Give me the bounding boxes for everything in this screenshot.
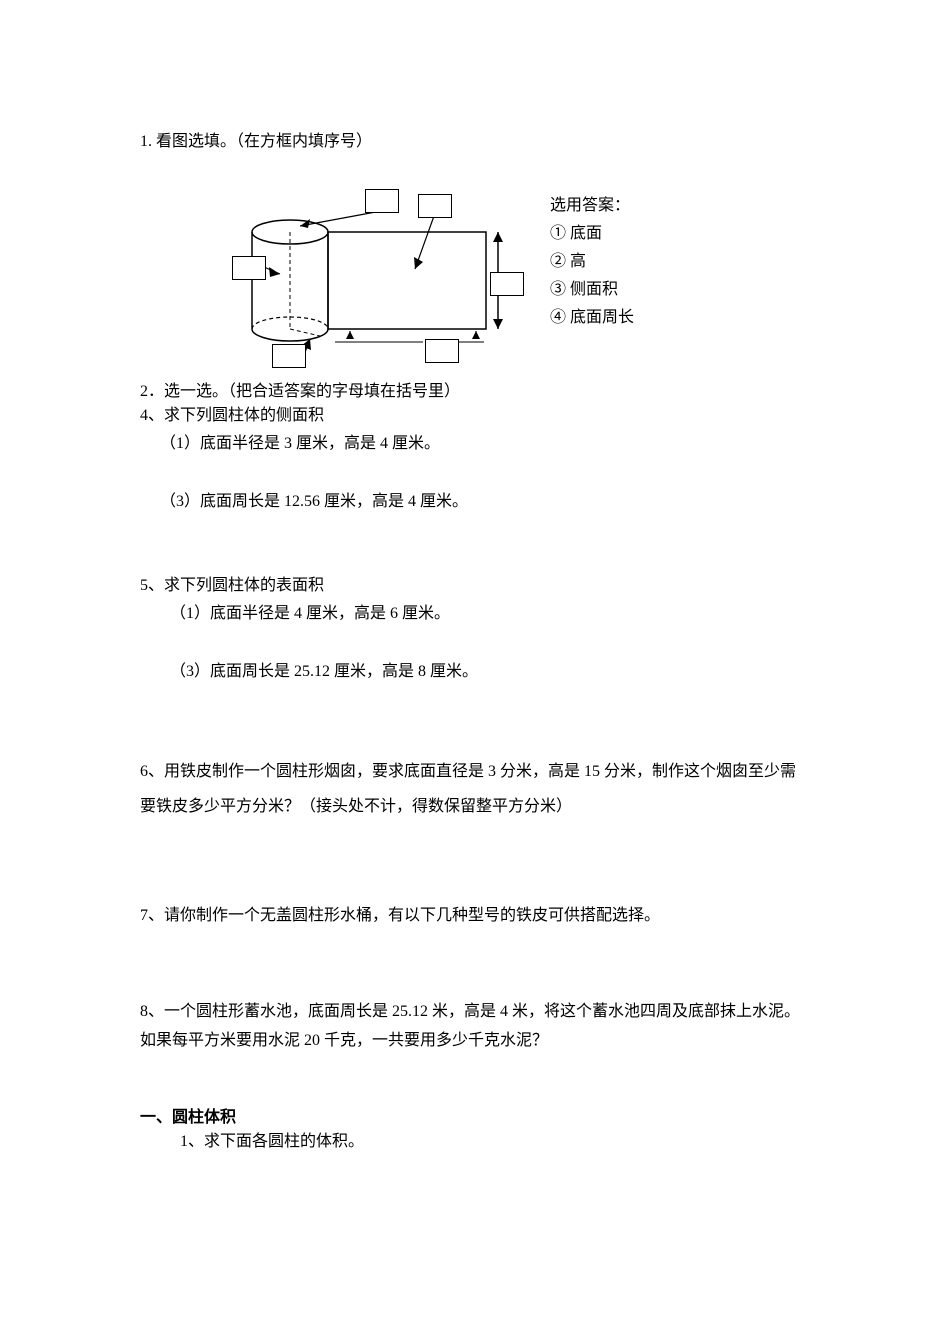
question-7: 7、请你制作一个无盖圆柱形水桶，有以下几种型号的铁皮可供搭配选择。: [140, 904, 810, 928]
blank-box-bottom-right[interactable]: [425, 339, 459, 363]
blank-box-bottom-left[interactable]: [272, 344, 306, 368]
answer-option-4: ④ 底面周长: [550, 306, 634, 330]
answer-options: 选用答案： ① 底面 ② 高 ③ 侧面积 ④ 底面周长: [550, 194, 634, 334]
q4-sub-3: （3）底面周长是 12.56 厘米，高是 4 厘米。: [160, 490, 810, 514]
question-8: 8、一个圆柱形蓄水池，底面周长是 25.12 米，高是 4 米，将这个蓄水池四周…: [140, 998, 810, 1056]
q4-sub-1: （1）底面半径是 3 厘米，高是 4 厘米。: [160, 432, 810, 456]
blank-box-left[interactable]: [232, 256, 266, 280]
blank-box-top-right[interactable]: [418, 194, 452, 218]
cylinder-unfold-diagram: [190, 164, 530, 364]
answer-option-2: ② 高: [550, 250, 634, 274]
answers-title: 选用答案：: [550, 194, 634, 218]
q5-sub-1: （1）底面半径是 4 厘米，高是 6 厘米。: [170, 602, 810, 626]
section-item-1: 1、求下面各圆柱的体积。: [180, 1130, 810, 1154]
question-1: 1. 看图选填。（在方框内填序号）: [140, 130, 810, 154]
answer-option-3: ③ 侧面积: [550, 278, 634, 302]
q5-sub-3: （3）底面周长是 25.12 厘米，高是 8 厘米。: [170, 660, 810, 684]
blank-box-height[interactable]: [490, 272, 524, 296]
question-4: 4、求下列圆柱体的侧面积: [140, 404, 810, 428]
question-2: 2．选一选。（把合适答案的字母填在括号里）: [140, 380, 810, 404]
section-title: 一、圆柱体积: [140, 1106, 810, 1130]
question-5: 5、求下列圆柱体的表面积: [140, 574, 810, 598]
diagram-row: 选用答案： ① 底面 ② 高 ③ 侧面积 ④ 底面周长: [140, 164, 810, 364]
question-6: 6、用铁皮制作一个圆柱形烟囱，要求底面直径是 3 分米，高是 15 分米，制作这…: [140, 754, 810, 824]
blank-box-top-left[interactable]: [365, 189, 399, 213]
answer-option-1: ① 底面: [550, 222, 634, 246]
